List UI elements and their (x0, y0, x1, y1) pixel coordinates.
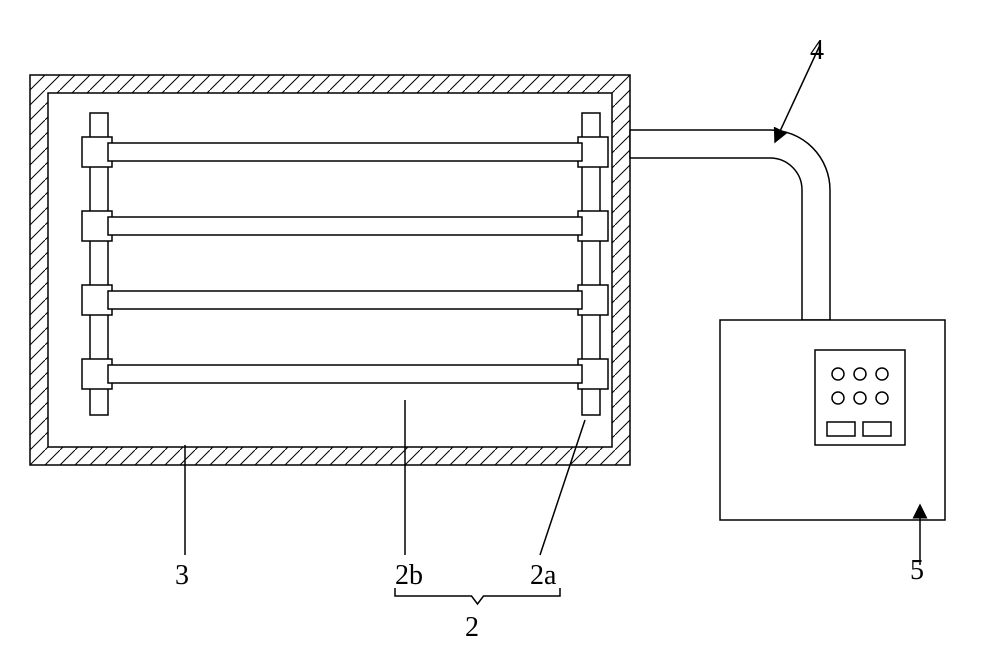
housing-wall (30, 75, 630, 465)
conduit (630, 130, 830, 320)
label-2b: 2b (395, 560, 423, 592)
label-2: 2 (465, 612, 479, 644)
label-4: 4 (810, 35, 824, 67)
control-device (720, 320, 945, 520)
label-5: 5 (910, 555, 924, 587)
diagram-canvas (0, 0, 1000, 671)
label-2a: 2a (530, 560, 556, 592)
label-3: 3 (175, 560, 189, 592)
